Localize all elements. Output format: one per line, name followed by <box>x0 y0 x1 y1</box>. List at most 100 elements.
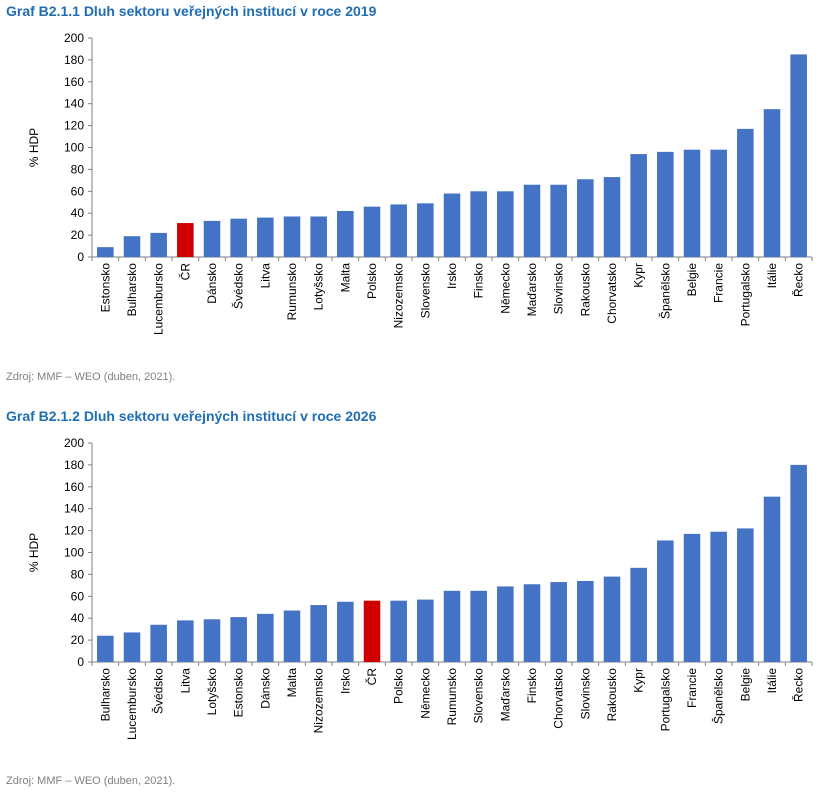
x-tick-label: Lotyšsko <box>312 263 326 311</box>
x-tick-label: Kypr <box>632 668 646 693</box>
bar <box>790 464 807 662</box>
bar <box>737 528 754 662</box>
bar <box>630 567 647 662</box>
chart-2019: Graf B2.1.1 Dluh sektoru veřejných insti… <box>0 0 840 392</box>
x-tick-label: Švédsko <box>231 263 246 309</box>
y-tick-label: 120 <box>64 119 84 133</box>
x-tick-label: Francie <box>712 263 726 303</box>
y-tick-label: 100 <box>64 546 84 560</box>
x-tick-label: Belgie <box>738 668 752 702</box>
bar <box>497 586 514 662</box>
bar <box>337 601 354 662</box>
y-tick-label: 0 <box>77 655 84 669</box>
bar <box>737 128 754 257</box>
bar-highlight <box>177 223 194 257</box>
x-tick-label: Malta <box>338 263 352 293</box>
x-tick-label: Rakousko <box>578 263 592 317</box>
x-tick-label: Slovinsko <box>578 668 592 720</box>
x-tick-label: Švédsko <box>151 668 166 714</box>
y-tick-label: 200 <box>64 436 84 450</box>
bar <box>577 179 594 257</box>
x-tick-label: Litva <box>258 263 272 289</box>
bar <box>523 584 541 662</box>
chart-2026: Graf B2.1.2 Dluh sektoru veřejných insti… <box>0 405 840 795</box>
x-tick-label: Bulharsko <box>98 668 112 722</box>
y-tick-label: 60 <box>71 184 85 198</box>
y-tick-label: 160 <box>64 480 84 494</box>
bar <box>577 580 594 662</box>
x-tick-label: Lucembursko <box>125 668 139 740</box>
chart-title: Graf B2.1.1 Dluh sektoru veřejných insti… <box>6 3 377 19</box>
x-tick-label: Chorvatsko <box>605 263 619 324</box>
chart-title: Graf B2.1.2 Dluh sektoru veřejných insti… <box>6 408 377 424</box>
x-tick-label: Slovinsko <box>552 263 566 315</box>
y-tick-label: 140 <box>64 502 84 516</box>
x-tick-label: Estonsko <box>232 668 246 718</box>
bar <box>470 590 487 662</box>
y-tick-label: 200 <box>64 31 84 45</box>
bar <box>710 149 727 257</box>
bar-chart-2019: 0 20 40 60 80 100 120 140 160 180 200 % HDP Estonsko… <box>27 31 813 335</box>
x-tick-label: Litva <box>178 668 192 694</box>
bar <box>683 533 701 662</box>
bar <box>630 154 647 257</box>
chart-source: Zdroj: MMF – WEO (duben, 2021). <box>6 775 176 787</box>
bar <box>150 624 167 662</box>
bar <box>310 216 327 257</box>
x-tick-label: Irsko <box>445 263 459 289</box>
x-tick-label: Malta <box>285 668 299 698</box>
y-tick-label: 180 <box>64 458 84 472</box>
bar <box>230 617 247 662</box>
bar <box>203 619 221 662</box>
x-tick-label: ČR <box>364 668 379 686</box>
y-tick-label: 20 <box>71 228 85 242</box>
x-tick-label: Dánsko <box>258 668 272 709</box>
y-tick-label: 140 <box>64 97 84 111</box>
bar <box>470 191 487 257</box>
x-tick-label: Maďarsko <box>498 668 512 722</box>
bar-chart-2026: 0 20 40 60 80 100 120 140 160 180 200 % HDP Bulharsk… <box>27 436 813 740</box>
bar <box>97 635 114 662</box>
bar <box>603 177 621 257</box>
x-tick-label: Německo <box>498 263 512 314</box>
bar <box>417 203 434 257</box>
bar <box>443 590 461 662</box>
x-tick-label: Portugalsko <box>658 668 672 732</box>
x-tick-label: Chorvatsko <box>552 668 566 729</box>
x-tick-label: Řecko <box>791 668 806 702</box>
bar <box>390 600 407 662</box>
x-tick-label: ČR <box>177 263 192 281</box>
x-tick-label: Itálie <box>765 263 779 289</box>
x-tick-label: Španělsko <box>657 263 672 319</box>
bar <box>363 206 381 257</box>
y-tick-label: 80 <box>71 567 85 581</box>
bar <box>390 204 407 257</box>
bar <box>257 613 274 662</box>
x-tick-label: Řecko <box>791 263 806 297</box>
bar <box>123 632 141 662</box>
y-tick-label: 60 <box>71 589 85 603</box>
x-tick-label: Finsko <box>525 668 539 704</box>
bar <box>710 531 727 662</box>
bar <box>523 184 541 257</box>
x-tick-label: Maďarsko <box>525 263 539 317</box>
bar <box>790 54 807 257</box>
bar <box>283 216 301 257</box>
bar <box>550 184 567 257</box>
y-tick-label: 0 <box>77 250 84 264</box>
bar <box>443 193 461 257</box>
bar <box>550 582 567 662</box>
bar-highlight <box>363 600 381 662</box>
bar <box>603 576 621 662</box>
bar <box>310 605 327 662</box>
x-tick-label: Estonsko <box>98 263 112 313</box>
x-tick-label: Slovensko <box>418 263 432 319</box>
x-tick-label: Finsko <box>472 263 486 299</box>
bar <box>683 149 701 257</box>
bar <box>763 496 781 662</box>
x-tick-label: Polsko <box>365 263 379 299</box>
x-tick-label: Itálie <box>765 668 779 694</box>
x-tick-label: Polsko <box>392 668 406 704</box>
bar <box>150 232 167 257</box>
y-tick-label: 40 <box>71 206 85 220</box>
